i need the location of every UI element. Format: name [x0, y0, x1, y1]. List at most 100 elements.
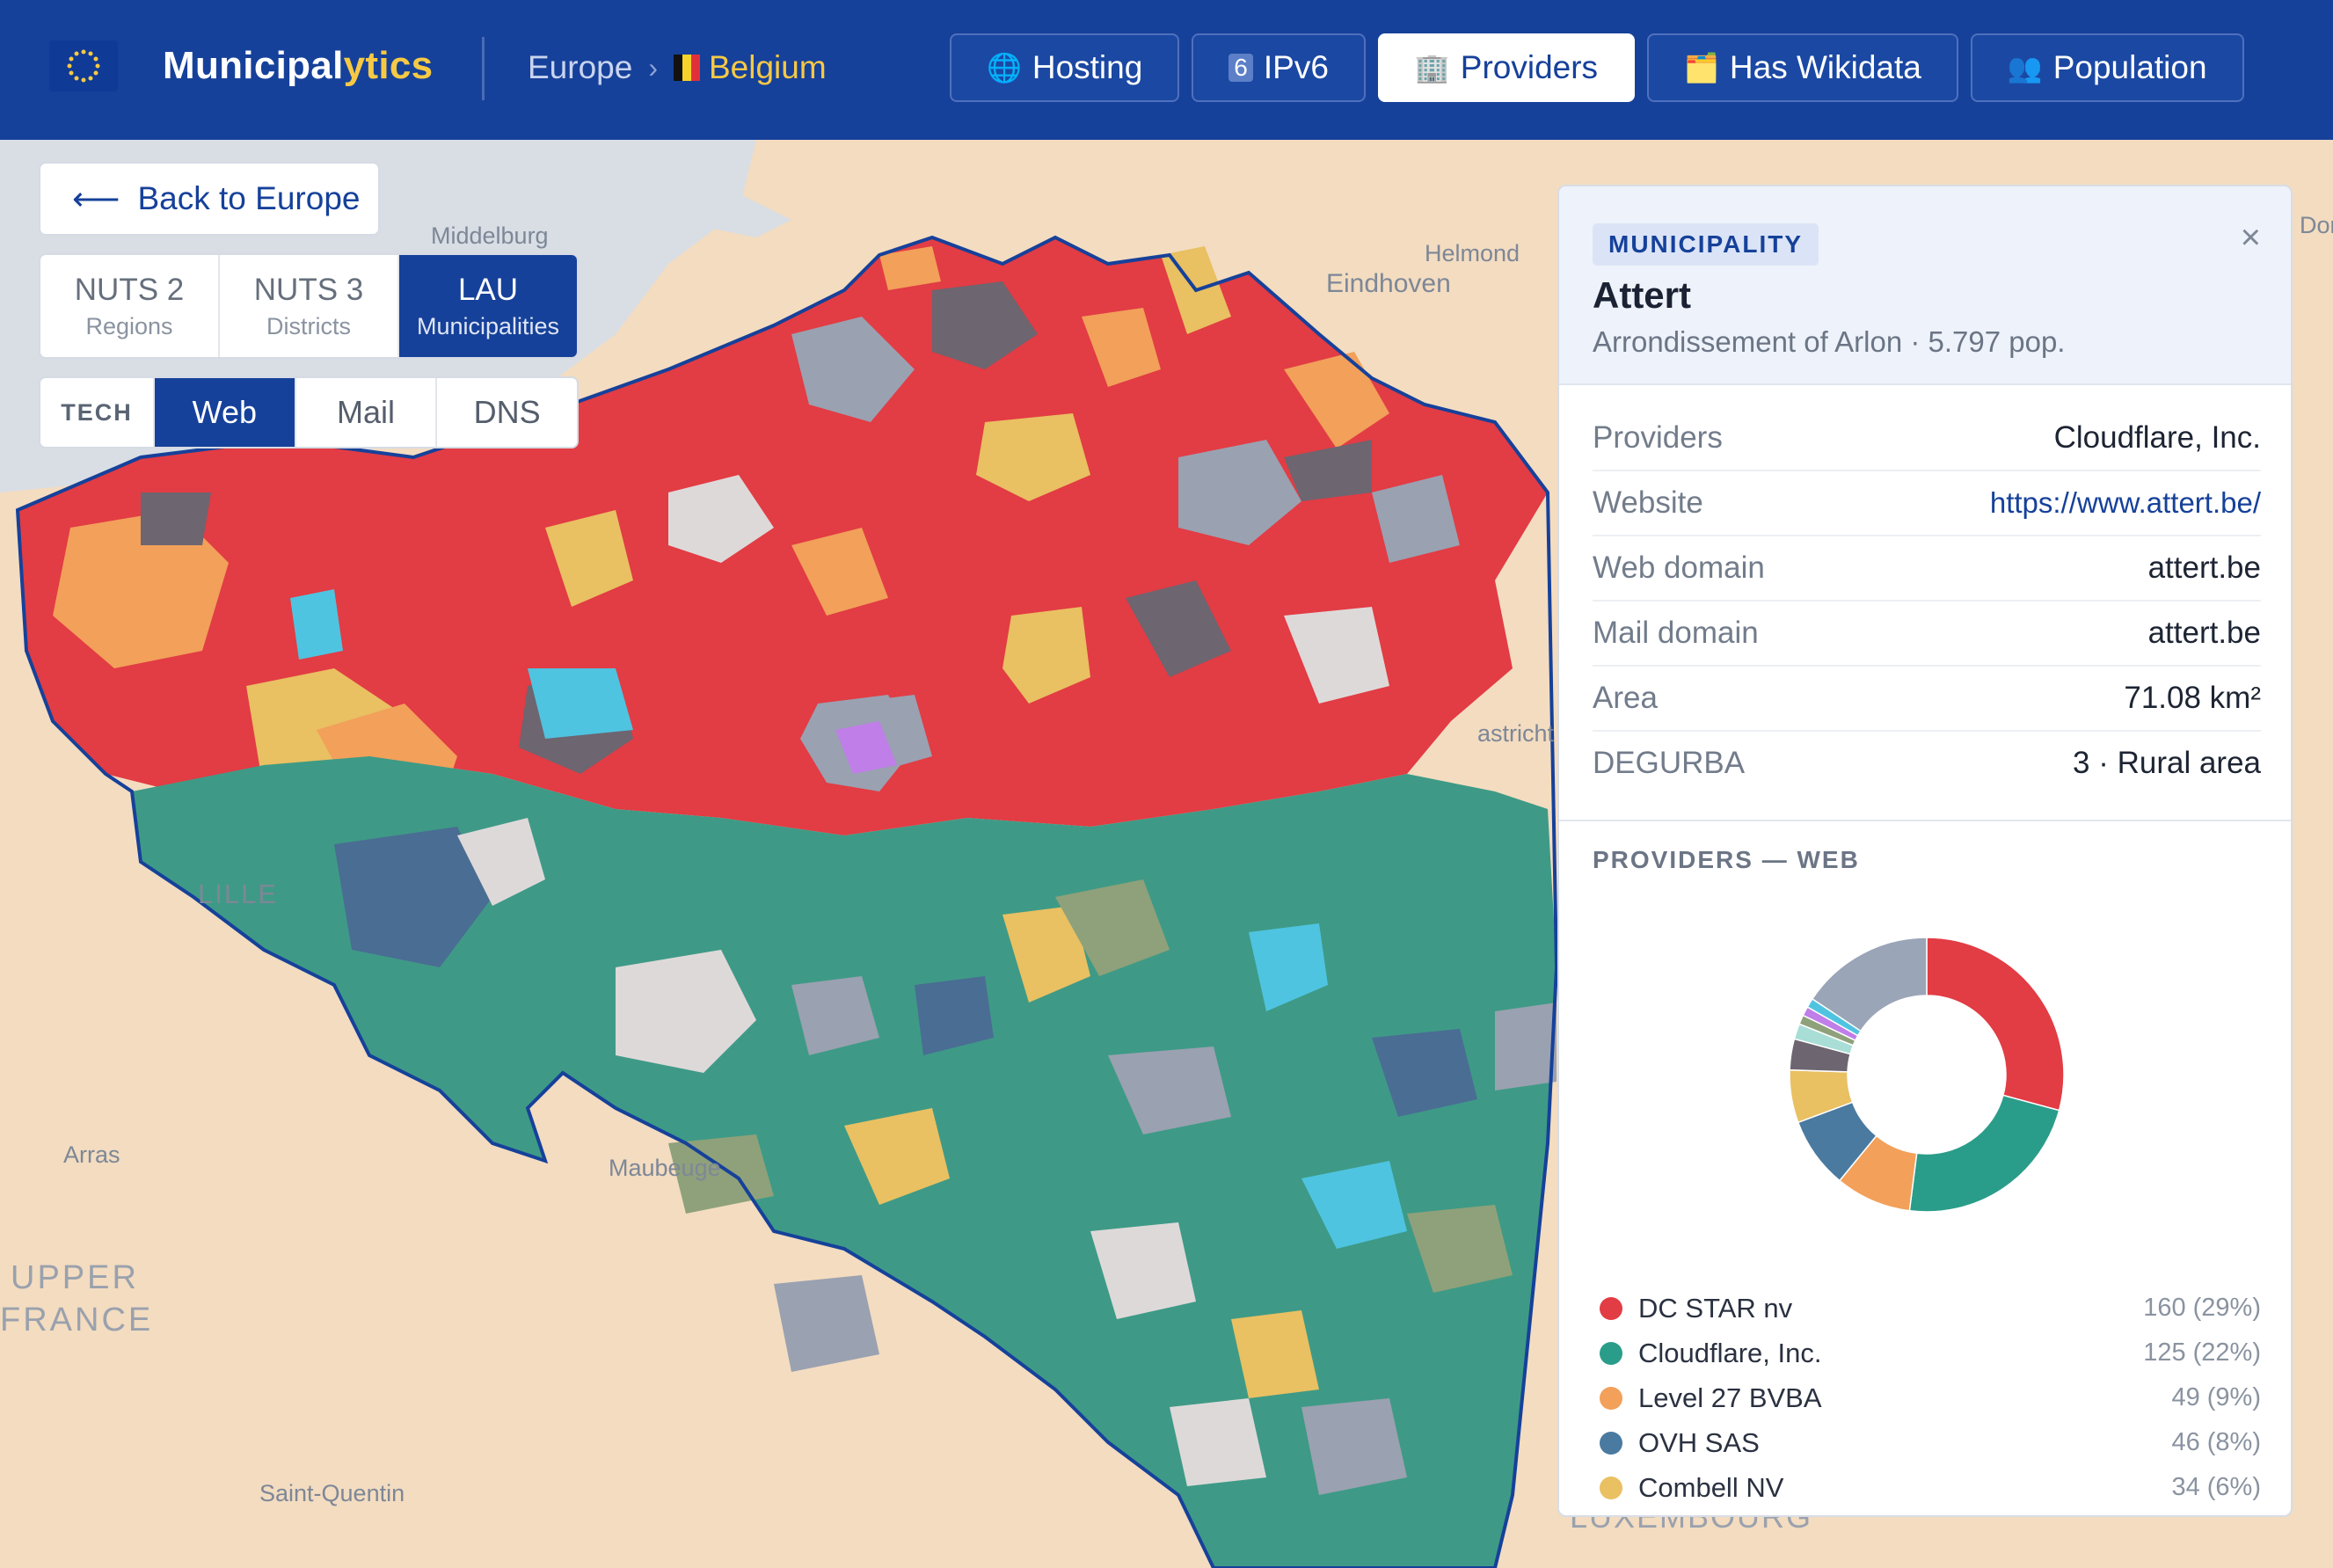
globe-icon: 🌐 [987, 52, 1022, 84]
patch [1178, 440, 1301, 545]
patch [1407, 1205, 1513, 1293]
tab-providers[interactable]: 🏢 Providers [1377, 33, 1636, 102]
label-dortmund: Dort [2300, 212, 2333, 238]
detail-key: Website [1593, 485, 1703, 520]
label-eindhoven: Eindhoven [1326, 269, 1451, 298]
tech-mail[interactable]: Mail [296, 378, 438, 447]
breadcrumb-root[interactable]: Europe [528, 49, 633, 85]
detail-key: Area [1593, 681, 1658, 715]
patch [1301, 1398, 1407, 1495]
legend-count: 46 (8%) [2171, 1428, 2261, 1456]
tab-ipv6[interactable]: 6 IPv6 [1192, 33, 1366, 102]
legend-item: OVH SAS 46 (8%) [1593, 1420, 2261, 1465]
patch [791, 317, 915, 422]
patch [53, 510, 229, 668]
legend-label: Level 27 BVBA [1638, 1382, 1822, 1413]
legend-swatch [1600, 1296, 1622, 1320]
patch [835, 721, 897, 774]
patch [668, 475, 774, 563]
patch [791, 976, 879, 1055]
tab-label: Hosting [1032, 49, 1143, 85]
legend-count: 34 (6%) [2171, 1473, 2261, 1501]
providers-donut-chart [1789, 937, 2065, 1213]
divider [482, 37, 485, 100]
patch [791, 528, 888, 616]
detail-key: Providers [1593, 420, 1723, 455]
tab-has-wikidata[interactable]: 🗂️ Has Wikidata [1647, 33, 1958, 102]
tab-label: Has Wikidata [1729, 49, 1921, 85]
panel-header: MUNICIPALITY × Attert Arrondissement of … [1559, 186, 2291, 385]
detail-value: attert.be [2147, 616, 2261, 650]
tab-hosting[interactable]: 🌐 Hosting [950, 33, 1180, 102]
website-link[interactable]: https://www.attert.be/ [1989, 486, 2261, 519]
patch [1284, 352, 1389, 449]
donut-slice-10[interactable] [1811, 937, 1928, 1032]
close-icon[interactable]: × [2240, 218, 2261, 257]
patch [1495, 1003, 1557, 1090]
tech-web[interactable]: Web [155, 378, 296, 447]
tech-selector: TECH Web Mail DNS [39, 376, 579, 449]
tech-dns[interactable]: DNS [473, 394, 541, 430]
tab-population[interactable]: 👥 Population [1970, 33, 2244, 102]
legend-swatch [1600, 1386, 1622, 1410]
level-lau[interactable]: LAU Municipalities [399, 255, 577, 357]
region-wallonia [132, 756, 1557, 1568]
patch [1002, 906, 1090, 1003]
patch [976, 413, 1090, 501]
top-bar: Municipalytics Europe › Belgium 🌐 Hosting… [0, 0, 2333, 140]
patch [1301, 1161, 1407, 1249]
patch [334, 827, 492, 967]
estuary [492, 167, 791, 237]
level-name: Districts [266, 312, 351, 339]
patch [879, 246, 941, 290]
brand-main: Municipal [163, 44, 344, 87]
legend-item: Level 27 BVBA 49 (9%) [1593, 1375, 2261, 1420]
level-code: NUTS 2 [74, 272, 185, 307]
brand-accent: ytics [343, 44, 434, 87]
tab-label: Population [2052, 49, 2207, 85]
chevron-right-icon: › [648, 51, 658, 84]
patch [774, 1275, 879, 1372]
patch [1231, 1310, 1319, 1398]
section-divider [1559, 820, 2291, 821]
level-nuts3[interactable]: NUTS 3 Districts [220, 255, 399, 357]
legend-label: Cloudflare, Inc. [1638, 1337, 1822, 1368]
type-badge: MUNICIPALITY [1593, 223, 1819, 266]
legend-label: OVH SAS [1638, 1426, 1760, 1458]
patch [844, 1108, 950, 1205]
back-to-europe-button[interactable]: ⟵ Back to Europe [39, 162, 380, 236]
region-flanders [18, 237, 1548, 835]
patch [616, 950, 756, 1073]
legend-item: Combell NV 34 (6%) [1593, 1465, 2261, 1510]
patch [141, 492, 211, 545]
belgium-flag-icon [673, 55, 700, 81]
patch [290, 589, 343, 660]
patch [1372, 475, 1460, 563]
legend-label: DC STAR nv [1638, 1292, 1793, 1324]
eu-flag-icon [49, 40, 118, 91]
municipality-name: Attert [1593, 274, 1691, 316]
donut-slice-0[interactable] [1926, 937, 2065, 1112]
patch [1055, 879, 1170, 976]
detail-key: Mail domain [1593, 616, 1759, 650]
label-upper-1: UPPER [11, 1259, 139, 1296]
tech-label: TECH [40, 378, 155, 447]
label-saint-quentin: Saint-Quentin [259, 1480, 405, 1506]
patch [932, 281, 1038, 369]
detail-rows: Providers Cloudflare, Inc. Website https:/… [1593, 406, 2261, 795]
detail-row-degurba: DEGURBA 3 · Rural area [1593, 732, 2261, 795]
metric-tabs: 🌐 Hosting 6 IPv6 🏢 Providers 🗂️ Has Wikidata… [950, 33, 2244, 102]
label-lille: LILLE [198, 879, 278, 909]
app-title: Municipalytics [163, 44, 433, 88]
arrow-left-icon: ⟵ [72, 180, 120, 218]
legend-swatch [1600, 1431, 1622, 1455]
municipality-subtitle: Arrondissement of Arlon · 5.797 pop. [1593, 325, 2066, 358]
patch [915, 976, 994, 1055]
patch [1002, 607, 1090, 704]
patch [1284, 607, 1389, 704]
level-nuts2[interactable]: NUTS 2 Regions [40, 255, 220, 357]
donut-slice-1[interactable] [1908, 1094, 2060, 1213]
label-arras: Arras [63, 1141, 120, 1168]
patch [1090, 1222, 1196, 1319]
detail-row-providers: Providers Cloudflare, Inc. [1593, 406, 2261, 471]
